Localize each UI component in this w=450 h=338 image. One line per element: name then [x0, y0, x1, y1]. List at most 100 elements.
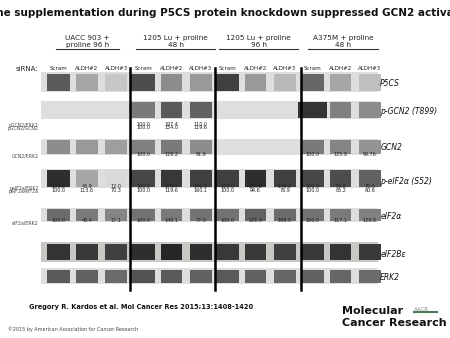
Text: 146.5: 146.5 — [194, 185, 208, 189]
Text: 128.8: 128.8 — [363, 218, 377, 223]
Bar — [359, 270, 381, 283]
Text: ALDH#2: ALDH#2 — [160, 67, 183, 71]
Bar — [245, 209, 266, 221]
Text: P5CS: P5CS — [380, 79, 400, 88]
Text: ALDH#3: ALDH#3 — [358, 67, 382, 71]
Text: 100.0: 100.0 — [136, 152, 150, 157]
Text: 100.0: 100.0 — [51, 188, 66, 193]
Bar — [76, 74, 98, 91]
Text: 91.9: 91.9 — [195, 152, 206, 157]
Bar — [47, 270, 70, 283]
Bar — [301, 270, 324, 283]
Text: ALDH#3: ALDH#3 — [104, 67, 128, 71]
Text: 100.0: 100.0 — [136, 188, 150, 193]
Text: 119.6: 119.6 — [194, 125, 207, 130]
Text: peIF2a/eIF2a: peIF2a/eIF2a — [9, 189, 39, 194]
Text: 76.9: 76.9 — [279, 188, 290, 193]
Text: 100.0: 100.0 — [136, 185, 150, 189]
Bar — [47, 244, 70, 260]
Bar — [190, 140, 212, 154]
Text: 100.0: 100.0 — [220, 218, 234, 223]
Text: 128.2: 128.2 — [164, 152, 179, 157]
Bar — [190, 74, 212, 91]
Text: 100.0: 100.0 — [136, 218, 150, 223]
Bar — [40, 169, 378, 188]
Bar — [131, 102, 155, 118]
Bar — [298, 102, 328, 118]
Text: 1205 Lu + proline
48 h: 1205 Lu + proline 48 h — [143, 35, 208, 48]
Bar — [216, 209, 239, 221]
Bar — [161, 270, 182, 283]
Bar — [131, 74, 155, 91]
Text: eIF2a/ERK2: eIF2a/ERK2 — [12, 221, 39, 225]
Bar — [274, 270, 296, 283]
Bar — [216, 170, 239, 187]
Bar — [76, 170, 98, 187]
Bar — [330, 270, 351, 283]
Text: 149.1: 149.1 — [165, 218, 178, 223]
Text: ALDH#2: ALDH#2 — [75, 67, 99, 71]
Text: 79.0: 79.0 — [364, 185, 375, 189]
Bar — [47, 170, 70, 187]
Text: pGCN2/ERK2: pGCN2/ERK2 — [9, 123, 39, 128]
Bar — [274, 170, 296, 187]
Text: ©2015 by American Association for Cancer Research: ©2015 by American Association for Cancer… — [8, 327, 138, 332]
Text: 154.0: 154.0 — [164, 125, 179, 130]
Text: 100.0: 100.0 — [51, 185, 66, 189]
Bar — [301, 140, 324, 154]
Text: 1205 Lu + proline
96 h: 1205 Lu + proline 96 h — [226, 35, 291, 48]
Bar — [161, 170, 182, 187]
Bar — [190, 170, 212, 187]
Bar — [40, 268, 378, 284]
Text: GCN2: GCN2 — [380, 143, 402, 151]
Bar — [105, 244, 127, 260]
Text: 119.6: 119.6 — [165, 188, 178, 193]
Text: p-GCN2 (T899): p-GCN2 (T899) — [380, 107, 437, 116]
Bar — [47, 140, 70, 154]
Bar — [216, 270, 239, 283]
Bar — [105, 209, 127, 221]
Text: 12.0: 12.0 — [111, 185, 122, 189]
Bar — [330, 140, 351, 154]
Text: 209.8: 209.8 — [249, 185, 262, 189]
Bar — [190, 244, 212, 260]
Bar — [245, 270, 266, 283]
Bar — [105, 74, 127, 91]
Bar — [359, 102, 381, 118]
Bar — [190, 270, 212, 283]
Text: ALDH#3: ALDH#3 — [273, 67, 297, 71]
Text: 221.3: 221.3 — [248, 218, 263, 223]
Bar — [161, 102, 182, 118]
Bar — [40, 242, 378, 262]
Bar — [76, 209, 98, 221]
Text: 113.6: 113.6 — [80, 188, 94, 193]
Text: Scram: Scram — [304, 67, 322, 71]
Text: 99.8: 99.8 — [335, 185, 346, 189]
Text: 100.0: 100.0 — [306, 152, 320, 157]
Text: 110.0: 110.0 — [194, 122, 208, 127]
Bar — [131, 140, 155, 154]
Bar — [330, 244, 351, 260]
Text: eIF2α: eIF2α — [380, 212, 401, 221]
Bar — [40, 139, 378, 155]
Bar — [330, 209, 351, 221]
Text: p-eIF2α (S52): p-eIF2α (S52) — [380, 177, 432, 186]
Text: 45.9: 45.9 — [81, 185, 92, 189]
Text: 146.0: 146.0 — [278, 185, 292, 189]
Bar — [359, 170, 381, 187]
Text: 197.4: 197.4 — [165, 122, 178, 127]
Text: siRNA:: siRNA: — [16, 66, 38, 72]
Bar — [330, 102, 351, 118]
Bar — [105, 270, 127, 283]
Bar — [131, 244, 155, 260]
Text: A375M + proline
48 h: A375M + proline 48 h — [313, 35, 373, 48]
Bar — [301, 170, 324, 187]
Text: ALDH#3: ALDH#3 — [189, 67, 212, 71]
Text: 125.8: 125.8 — [333, 152, 348, 157]
Text: 100.0: 100.0 — [136, 122, 150, 127]
Bar — [161, 140, 182, 154]
Bar — [274, 74, 296, 91]
Text: 77.0: 77.0 — [195, 218, 206, 223]
Bar — [40, 72, 378, 92]
Text: Molecular
Cancer Research: Molecular Cancer Research — [342, 306, 446, 328]
